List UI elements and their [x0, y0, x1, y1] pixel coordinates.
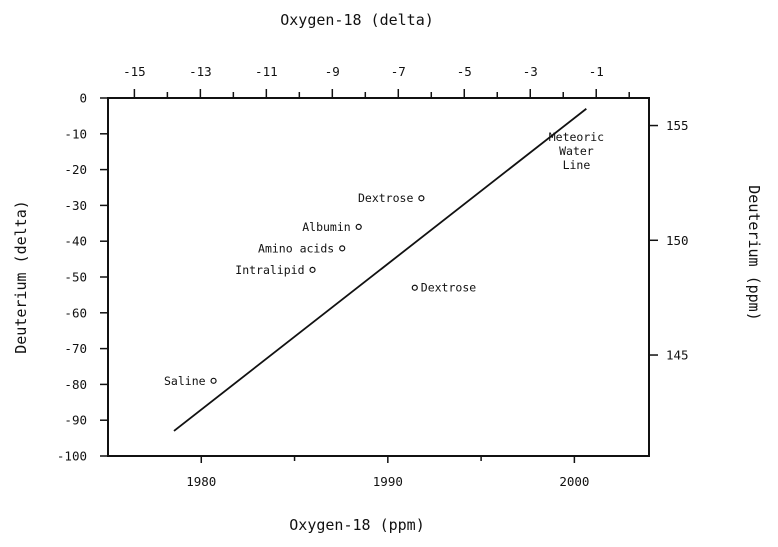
x-top-tick-label: -5 — [457, 64, 472, 79]
data-point — [355, 223, 362, 230]
y-left-axis-title: Deuterium (delta) — [12, 200, 30, 354]
x-top-tick-label: -1 — [589, 64, 604, 79]
tick-labels: -15 -13 -11 -9 -7 -5 -3 -1 1980 1990 2000 0 -10 -20 -3… — [57, 64, 689, 489]
y-left-tick-label: -30 — [64, 198, 87, 213]
x-bottom-axis-title: Oxygen-18 (ppm) — [289, 516, 424, 534]
data-point — [418, 195, 425, 202]
meteoric-water-line-label: Meteoric — [549, 130, 604, 144]
data-point — [210, 377, 217, 384]
y-left-tick-label: 0 — [79, 91, 87, 106]
x-top-tick-label: -15 — [123, 64, 146, 79]
x-top-tick-label: -3 — [523, 64, 538, 79]
data-point-label: Saline — [164, 374, 206, 388]
meteoric-water-line-label: Line — [563, 158, 591, 172]
y-left-tick-label: -10 — [64, 126, 87, 141]
x-bottom-tick-label: 1990 — [373, 474, 403, 489]
x-bottom-tick-label: 1980 — [186, 474, 216, 489]
data-point-label: Amino acids — [258, 241, 334, 255]
data-point-label: Albumin — [302, 220, 350, 234]
y-left-tick-label: -50 — [64, 270, 87, 285]
y-right-tick-label: 145 — [666, 348, 689, 363]
y-left-tick-label: -90 — [64, 413, 87, 428]
data-point-label: Intralipid — [235, 263, 304, 277]
y-left-tick-label: -80 — [64, 377, 87, 392]
y-right-tick-label: 150 — [666, 233, 689, 248]
y-left-tick-label: -70 — [64, 341, 87, 356]
y-right-axis-title: Deuterium (ppm) — [745, 185, 763, 320]
tick-marks — [100, 89, 658, 463]
meteoric-water-line — [173, 108, 587, 432]
x-top-tick-label: -9 — [325, 64, 340, 79]
y-left-tick-label: -60 — [64, 305, 87, 320]
x-bottom-tick-label: 2000 — [559, 474, 589, 489]
y-left-tick-label: -20 — [64, 162, 87, 177]
meteoric-water-line-label: Water — [559, 144, 594, 158]
data-point-label: Dextrose — [421, 281, 476, 295]
data-point — [339, 245, 346, 252]
data-point-label: Dextrose — [358, 191, 413, 205]
y-right-tick-label: 155 — [666, 118, 689, 133]
data-point — [309, 266, 316, 273]
x-top-tick-label: -7 — [391, 64, 406, 79]
x-top-tick-label: -11 — [255, 64, 278, 79]
data-point — [411, 284, 418, 291]
x-top-axis-title: Oxygen-18 (delta) — [280, 11, 434, 29]
y-left-tick-label: -100 — [57, 449, 87, 464]
x-top-tick-label: -13 — [189, 64, 212, 79]
y-left-tick-label: -40 — [64, 234, 87, 249]
